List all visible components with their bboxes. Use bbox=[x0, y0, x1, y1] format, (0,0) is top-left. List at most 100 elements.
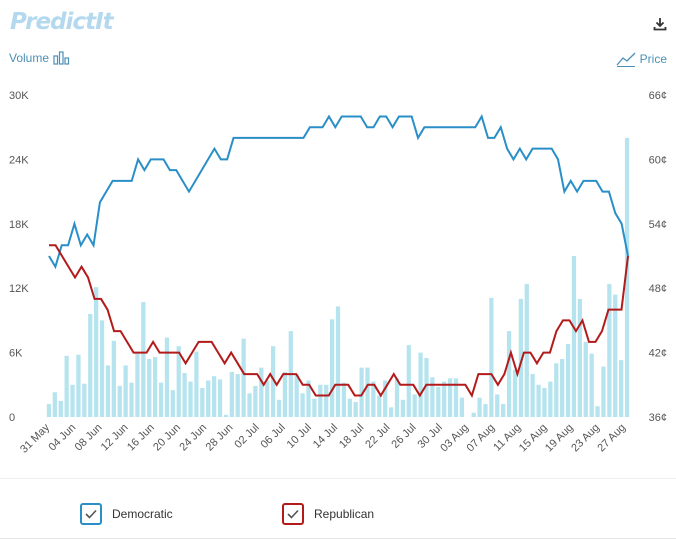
x-tick-label: 19 Aug bbox=[543, 422, 576, 455]
volume-bar bbox=[571, 256, 577, 417]
volume-bar bbox=[613, 294, 618, 417]
price-axis-title: Price bbox=[616, 51, 667, 67]
volume-bar bbox=[241, 338, 246, 417]
volume-bar bbox=[624, 137, 630, 417]
x-tick-label: 23 Aug bbox=[569, 422, 602, 455]
volume-tick-label: 18K bbox=[9, 219, 29, 231]
volume-bar bbox=[223, 414, 229, 417]
volume-bar bbox=[70, 384, 75, 417]
legend-label: Republican bbox=[314, 507, 375, 521]
x-tick-label: 26 Jul bbox=[389, 422, 418, 451]
x-tick-label: 31 May bbox=[18, 421, 52, 455]
volume-axis-label: Volume bbox=[9, 51, 50, 65]
footer-divider bbox=[0, 478, 676, 479]
volume-bar bbox=[607, 283, 612, 417]
x-tick-label: 04 Jun bbox=[46, 422, 78, 454]
volume-bar bbox=[294, 374, 299, 417]
x-tick-label: 10 Jul bbox=[285, 422, 314, 451]
volume-bar bbox=[123, 365, 128, 417]
volume-bar bbox=[383, 380, 388, 417]
legend-republican[interactable]: Republican bbox=[282, 503, 374, 525]
volume-bar bbox=[548, 381, 553, 417]
price-tick-label: 36¢ bbox=[649, 412, 667, 424]
volume-bar bbox=[595, 406, 600, 417]
price-tick-label: 42¢ bbox=[649, 348, 667, 360]
volume-bar bbox=[459, 397, 465, 417]
volume-bar bbox=[430, 377, 435, 417]
volume-bar bbox=[400, 399, 406, 417]
volume-bar bbox=[182, 372, 187, 417]
price-tick-label: 48¢ bbox=[649, 283, 667, 295]
volume-bar bbox=[577, 298, 582, 417]
volume-bar bbox=[554, 363, 559, 417]
volume-bar bbox=[229, 371, 234, 417]
volume-bar bbox=[212, 376, 217, 417]
volume-bar bbox=[418, 352, 423, 417]
volume-bar bbox=[394, 378, 400, 417]
volume-axis-title: Volume bbox=[9, 51, 71, 65]
price-tick-label: 60¢ bbox=[649, 154, 667, 166]
x-tick-label: 27 Aug bbox=[595, 422, 628, 455]
volume-bar bbox=[188, 381, 193, 417]
legend-democratic[interactable]: Democratic bbox=[80, 503, 173, 525]
check-icon bbox=[85, 509, 97, 519]
x-tick-label: 28 Jun bbox=[204, 422, 236, 454]
volume-tick-label: 30K bbox=[9, 90, 29, 102]
volume-bar bbox=[265, 380, 270, 417]
volume-bar bbox=[335, 306, 341, 417]
democratic-checkbox[interactable] bbox=[80, 503, 102, 525]
download-icon[interactable] bbox=[652, 16, 668, 32]
volume-bar bbox=[477, 397, 482, 417]
x-tick-label: 14 Jul bbox=[311, 422, 340, 451]
volume-bar bbox=[111, 340, 116, 417]
volume-bar bbox=[164, 337, 170, 417]
volume-bar bbox=[601, 366, 606, 417]
x-tick-label: 15 Aug bbox=[517, 422, 550, 455]
x-tick-label: 03 Aug bbox=[438, 422, 471, 455]
volume-tick-label: 24K bbox=[9, 154, 29, 166]
volume-bar bbox=[170, 390, 175, 417]
volume-bar bbox=[324, 384, 329, 417]
legend-label: Democratic bbox=[112, 507, 173, 521]
x-tick-label: 02 Jul bbox=[232, 422, 261, 451]
volume-bar bbox=[318, 384, 323, 417]
x-tick-label: 18 Jul bbox=[337, 422, 366, 451]
x-tick-label: 12 Jun bbox=[99, 422, 131, 454]
x-tick-label: 24 Jun bbox=[177, 422, 209, 454]
volume-tick-label: 0 bbox=[9, 412, 15, 424]
volume-bar bbox=[270, 346, 276, 417]
volume-bar bbox=[542, 388, 547, 417]
volume-bar bbox=[129, 382, 134, 417]
volume-bar bbox=[46, 404, 52, 417]
volume-bar bbox=[300, 393, 305, 417]
volume-bar bbox=[247, 393, 252, 417]
volume-bar bbox=[235, 374, 240, 417]
volume-bar bbox=[483, 404, 488, 417]
volume-bar bbox=[206, 380, 211, 417]
volume-bar bbox=[52, 392, 57, 417]
volume-bar bbox=[583, 341, 588, 417]
volume-bar bbox=[512, 369, 518, 417]
republican-checkbox[interactable] bbox=[282, 503, 304, 525]
volume-bar bbox=[406, 345, 411, 417]
volume-bar bbox=[135, 352, 140, 417]
volume-bar bbox=[117, 385, 122, 417]
republican-price-line bbox=[49, 244, 629, 398]
volume-bar bbox=[82, 383, 87, 417]
volume-bar bbox=[76, 354, 81, 417]
x-tick-label: 16 Jun bbox=[125, 422, 157, 454]
volume-bar bbox=[176, 346, 181, 417]
volume-bar bbox=[58, 400, 63, 417]
volume-tick-label: 12K bbox=[9, 283, 29, 295]
x-tick-label: 07 Aug bbox=[465, 422, 498, 455]
volume-bar bbox=[306, 380, 311, 417]
volume-bar bbox=[253, 385, 258, 417]
volume-bar bbox=[453, 378, 459, 417]
volume-bar bbox=[442, 381, 447, 417]
x-tick-label: 20 Jun bbox=[151, 422, 183, 454]
volume-tick-label: 6K bbox=[9, 348, 23, 360]
volume-bar bbox=[489, 297, 494, 417]
volume-bar bbox=[530, 374, 535, 417]
volume-bar bbox=[217, 379, 223, 417]
